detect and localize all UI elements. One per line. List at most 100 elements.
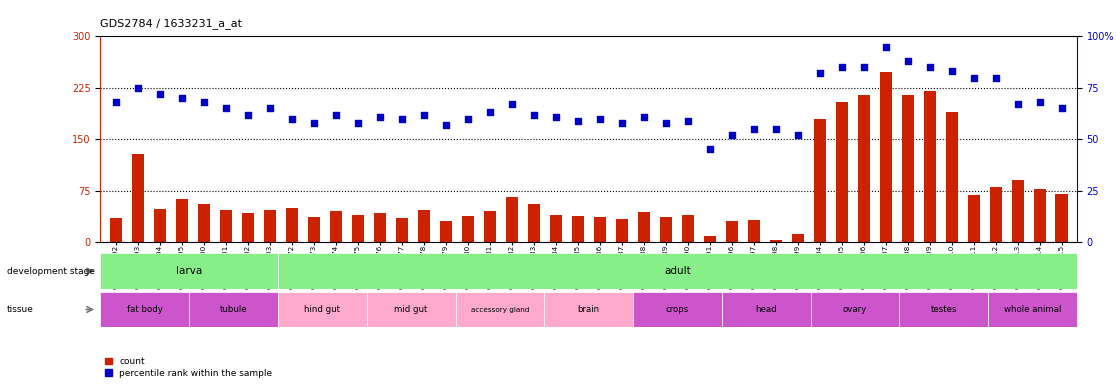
Bar <box>879 72 892 242</box>
Text: larva: larva <box>176 266 202 276</box>
Point <box>173 95 191 101</box>
Legend: count, percentile rank within the sample: count, percentile rank within the sample <box>105 357 272 377</box>
Bar <box>571 216 584 242</box>
Bar <box>682 215 694 242</box>
Point <box>305 120 323 126</box>
Text: GDS2784 / 1633231_a_at: GDS2784 / 1633231_a_at <box>100 18 242 29</box>
Bar <box>417 210 430 242</box>
Point <box>349 120 367 126</box>
Bar <box>440 222 452 242</box>
Bar <box>278 253 1077 289</box>
Bar <box>791 234 804 242</box>
Point <box>547 114 565 120</box>
Bar <box>175 199 187 242</box>
Bar <box>748 220 760 242</box>
Bar <box>857 95 869 242</box>
Point <box>590 116 608 122</box>
Point <box>393 116 411 122</box>
Point <box>1030 99 1048 105</box>
Point <box>744 126 762 132</box>
Bar <box>367 292 455 327</box>
Point <box>371 114 388 120</box>
Bar <box>100 292 190 327</box>
Point <box>151 91 169 97</box>
Point <box>987 74 1004 81</box>
Bar <box>836 101 848 242</box>
Bar <box>637 212 650 242</box>
Bar <box>899 292 988 327</box>
Bar <box>594 217 606 242</box>
Bar <box>100 253 278 289</box>
Bar <box>308 217 320 242</box>
Bar <box>902 95 914 242</box>
Point <box>261 105 279 111</box>
Bar <box>109 218 122 242</box>
Point <box>943 68 961 74</box>
Point <box>656 120 674 126</box>
Point <box>810 70 828 76</box>
Bar <box>814 119 826 242</box>
Point <box>898 58 916 64</box>
Point <box>833 64 850 70</box>
Point <box>195 99 213 105</box>
Bar <box>198 204 210 242</box>
Bar <box>455 292 545 327</box>
Point <box>217 105 234 111</box>
Point <box>723 132 741 138</box>
Bar <box>1056 194 1068 242</box>
Bar <box>352 215 364 242</box>
Bar <box>1033 189 1046 242</box>
Point <box>635 114 653 120</box>
Text: crops: crops <box>666 305 689 314</box>
Point <box>613 120 631 126</box>
Text: fat body: fat body <box>127 305 163 314</box>
Point <box>327 111 345 118</box>
Bar <box>770 240 781 242</box>
Point <box>282 116 300 122</box>
Text: tubule: tubule <box>220 305 248 314</box>
Text: accessory gland: accessory gland <box>471 306 529 313</box>
Bar <box>725 222 738 242</box>
Bar <box>483 211 496 242</box>
Point <box>459 116 477 122</box>
Bar <box>990 187 1002 242</box>
Text: testes: testes <box>931 305 958 314</box>
Bar <box>329 211 341 242</box>
Bar <box>263 210 276 242</box>
Text: development stage: development stage <box>7 266 95 276</box>
Text: ovary: ovary <box>843 305 867 314</box>
Bar <box>810 292 899 327</box>
Bar <box>396 218 407 242</box>
Text: hind gut: hind gut <box>305 305 340 314</box>
Text: tissue: tissue <box>7 305 33 314</box>
Bar <box>945 112 958 242</box>
Point <box>436 122 454 128</box>
Bar <box>154 209 166 242</box>
Bar <box>286 208 298 242</box>
Point <box>701 146 719 152</box>
Point <box>415 111 433 118</box>
Point <box>877 44 895 50</box>
Bar <box>462 216 474 242</box>
Point <box>1052 105 1070 111</box>
Bar <box>616 219 627 242</box>
Bar <box>506 197 518 242</box>
Point <box>767 126 785 132</box>
Text: brain: brain <box>578 305 599 314</box>
Point <box>481 109 499 116</box>
Point <box>569 118 587 124</box>
Bar <box>220 210 232 242</box>
Bar <box>278 292 367 327</box>
Bar <box>190 292 278 327</box>
Point <box>1009 101 1027 108</box>
Bar <box>988 292 1077 327</box>
Bar <box>528 204 540 242</box>
Bar <box>132 154 144 242</box>
Text: mid gut: mid gut <box>394 305 427 314</box>
Text: head: head <box>756 305 777 314</box>
Bar <box>968 195 980 242</box>
Text: adult: adult <box>664 266 691 276</box>
Point <box>107 99 125 105</box>
Bar <box>374 213 386 242</box>
Point <box>679 118 696 124</box>
